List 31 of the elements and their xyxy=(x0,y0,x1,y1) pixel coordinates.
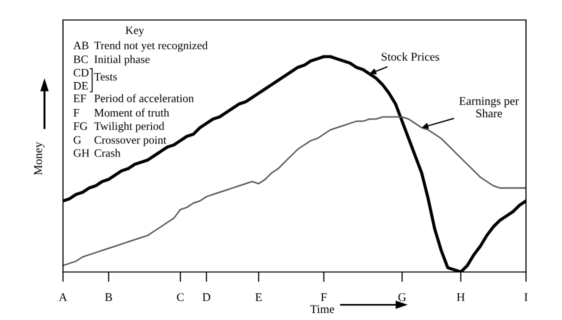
annotation: Twilight period xyxy=(94,122,164,132)
annotation: Crossover point xyxy=(94,136,166,146)
series-label: Stock Prices xyxy=(382,52,440,61)
annotation: Tests xyxy=(94,72,117,81)
x-tick-label: F xyxy=(320,293,327,302)
x-tick-label: E xyxy=(255,293,262,302)
annotation: F xyxy=(74,109,80,116)
annotation: BC xyxy=(74,56,88,64)
text: Trend not yet recognized xyxy=(94,41,208,52)
text: Earnings per Share xyxy=(459,97,519,118)
x-tick-label: I xyxy=(524,293,528,302)
text: Key xyxy=(126,26,144,37)
x-axis-title: Time xyxy=(310,305,334,314)
annotation: FG xyxy=(74,122,88,130)
x-tick-label: H xyxy=(456,293,465,302)
annotation: DE xyxy=(74,82,88,90)
text: AB xyxy=(73,42,88,50)
annotation: Initial phase xyxy=(94,55,150,66)
x-tick-label: G xyxy=(398,293,406,302)
annotation: Moment of truth xyxy=(94,108,170,117)
annotation: Period of acceleration xyxy=(94,94,194,102)
annotation: CD xyxy=(74,68,89,77)
x-tick-label: D xyxy=(202,293,210,302)
annotation: Crash xyxy=(94,148,120,157)
x-tick-label: B xyxy=(105,293,112,302)
annotation: GH xyxy=(74,149,90,157)
x-tick-label: C xyxy=(176,293,184,302)
annotation: G xyxy=(74,136,82,144)
x-tick-label: A xyxy=(58,293,68,302)
annotation: EF xyxy=(74,94,86,102)
y-axis-title: Money xyxy=(34,142,44,175)
